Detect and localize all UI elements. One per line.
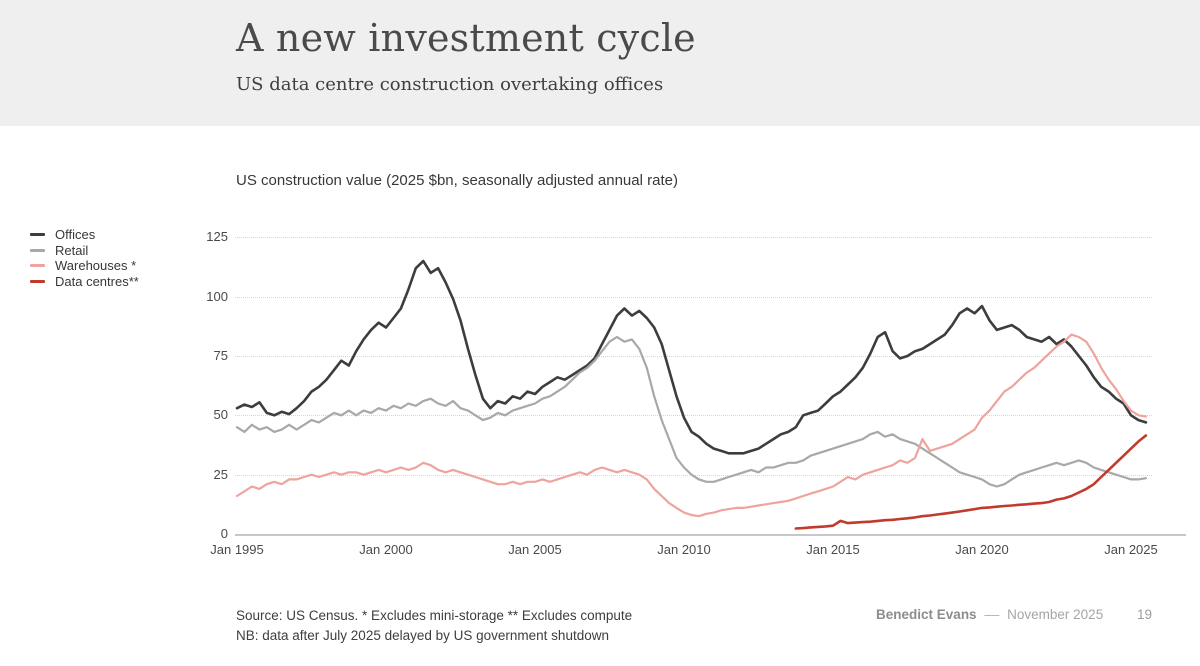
source-note: Source: US Census. * Excludes mini-stora… <box>236 606 632 646</box>
gridline <box>235 474 1152 476</box>
legend-item: Data centres** <box>30 274 139 290</box>
x-tick-label: Jan 2005 <box>508 542 562 557</box>
x-tick-label: Jan 2025 <box>1104 542 1158 557</box>
chart-legend: Offices Retail Warehouses * Data centres** <box>30 227 139 289</box>
legend-label: Retail <box>55 242 89 258</box>
chart-title: US construction value (2025 $bn, seasona… <box>236 172 678 189</box>
legend-label: Data centres** <box>55 273 139 289</box>
x-axis-line <box>235 534 1186 536</box>
page-number: 19 <box>1136 607 1152 622</box>
x-tick-label: Jan 2000 <box>359 542 413 557</box>
slide-date: November 2025 <box>1007 607 1104 622</box>
legend-item: Warehouses * <box>30 258 139 274</box>
legend-swatch <box>30 248 45 252</box>
series-line-retail <box>235 335 1148 488</box>
header-band: A new investment cycle US data centre co… <box>0 0 1200 126</box>
x-tick-label: Jan 2020 <box>955 542 1009 557</box>
source-line-1: Source: US Census. * Excludes mini-stora… <box>236 608 633 623</box>
series-line-warehouses <box>235 333 1148 518</box>
y-tick-label: 125 <box>206 229 228 245</box>
x-tick-label: Jan 1995 <box>210 542 264 557</box>
legend-swatch <box>30 264 45 268</box>
gridline <box>235 415 1152 417</box>
legend-label: Warehouses * <box>55 258 137 274</box>
credit-separator: –– <box>984 607 1000 622</box>
gridline <box>235 237 1152 239</box>
y-tick-label: 50 <box>213 407 228 423</box>
y-tick-label: 0 <box>220 526 228 541</box>
slide-title: A new investment cycle <box>236 16 696 60</box>
legend-swatch <box>30 279 45 283</box>
y-tick-label: 25 <box>213 466 228 482</box>
x-tick-label: Jan 2010 <box>657 542 711 557</box>
y-tick-label: 75 <box>213 347 228 363</box>
source-line-2: NB: data after July 2025 delayed by US g… <box>236 628 609 643</box>
author-name: Benedict Evans <box>876 607 977 622</box>
legend-swatch <box>30 233 45 237</box>
legend-label: Offices <box>55 227 96 243</box>
y-tick-label: 100 <box>206 288 228 304</box>
legend-item: Offices <box>30 227 139 243</box>
series-line-data-centres <box>794 434 1148 530</box>
x-tick-label: Jan 2015 <box>806 542 860 557</box>
footer-credit: Benedict Evans –– November 2025 19 <box>876 607 1152 622</box>
legend-item: Retail <box>30 243 139 259</box>
slide-subtitle: US data centre construction overtaking o… <box>236 74 664 95</box>
gridline <box>235 296 1152 298</box>
gridline <box>235 355 1152 357</box>
series-line-offices <box>235 259 1148 455</box>
